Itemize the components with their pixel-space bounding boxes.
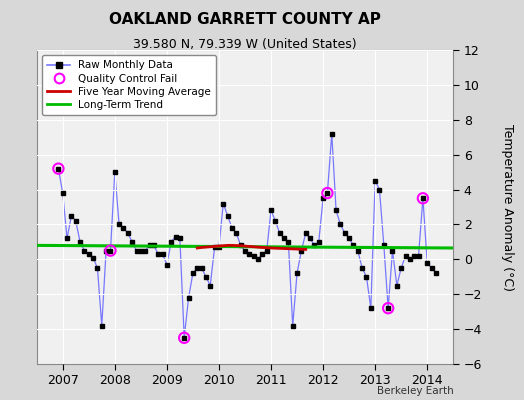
Point (419, 195, 427, 202)
Text: Berkeley Earth: Berkeley Earth (377, 386, 453, 396)
Text: OAKLAND GARRETT COUNTY AP: OAKLAND GARRETT COUNTY AP (109, 12, 381, 27)
Point (180, 335, 189, 341)
Point (106, 248, 115, 254)
Point (54, 166, 62, 172)
Point (384, 305, 392, 311)
Text: 39.580 N, 79.339 W (United States): 39.580 N, 79.339 W (United States) (133, 38, 357, 51)
Legend: Raw Monthly Data, Quality Control Fail, Five Year Moving Average, Long-Term Tren: Raw Monthly Data, Quality Control Fail, … (42, 55, 216, 115)
Point (323, 190, 332, 196)
Y-axis label: Temperature Anomaly (°C): Temperature Anomaly (°C) (501, 124, 515, 290)
